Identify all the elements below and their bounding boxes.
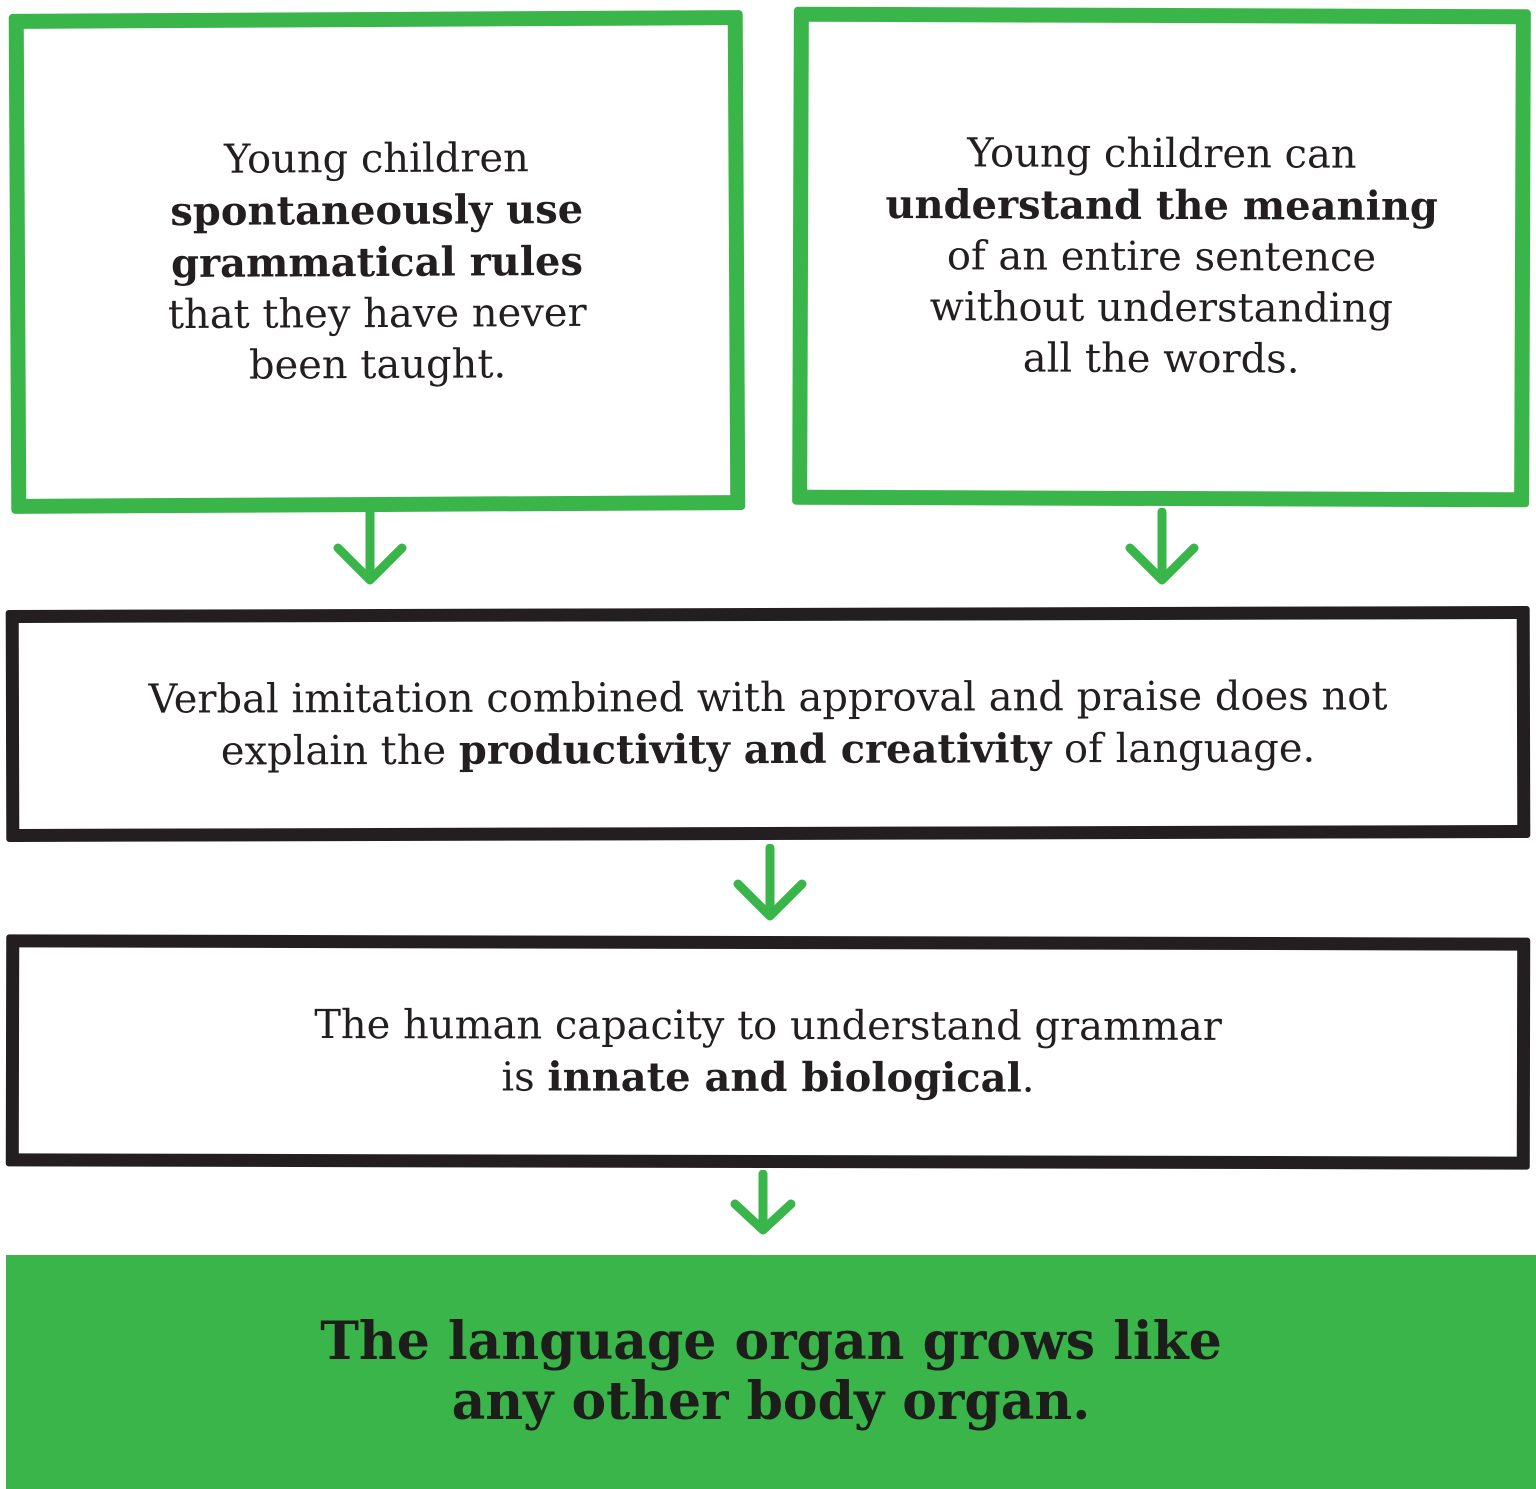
emphasis-text: spontaneously use: [170, 185, 584, 235]
inference-box-innate: The human capacity to understand grammar…: [5, 934, 1531, 1170]
emphasis-text: understand the meaning: [885, 181, 1439, 230]
text-line: The language organ grows like: [320, 1311, 1222, 1372]
emphasis-text: productivity and creativity: [458, 724, 1052, 774]
inference-text-innate: The human capacity to understand grammar…: [218, 999, 1318, 1104]
text-line: Verbal imitation combined with approval …: [148, 672, 1388, 723]
premise-box-grammar-rules: Young children spontaneously use grammat…: [8, 10, 746, 514]
text-line: of language.: [1063, 725, 1316, 772]
inference-text-imitation: Verbal imitation combined with approval …: [118, 671, 1418, 777]
text-line: .: [1021, 1055, 1035, 1102]
premise-text-grammar-rules: Young children spontaneously use grammat…: [96, 132, 657, 392]
inference-box-imitation: Verbal imitation combined with approval …: [5, 606, 1531, 842]
emphasis-text: innate and biological: [547, 1053, 1022, 1102]
text-line: without understanding: [929, 284, 1394, 332]
text-line: any other body organ.: [451, 1371, 1091, 1432]
text-line: explain the: [220, 727, 447, 774]
conclusion-box: The language organ grows like any other …: [6, 1255, 1536, 1489]
text-line: of an entire sentence: [946, 233, 1377, 281]
text-line: Young children can: [967, 130, 1357, 178]
emphasis-text: grammatical rules: [170, 237, 584, 287]
text-line: is: [501, 1053, 535, 1101]
conclusion-text: The language organ grows like any other …: [271, 1312, 1271, 1432]
text-line: been taught.: [248, 340, 507, 389]
text-line: all the words.: [1022, 335, 1300, 383]
text-line: The human capacity to understand grammar: [314, 1001, 1222, 1050]
text-line: Young children: [223, 134, 529, 183]
down-arrow-icon: [730, 1170, 796, 1235]
premise-text-sentence-meaning: Young children can understand the meanin…: [851, 128, 1472, 386]
premise-box-sentence-meaning: Young children can understand the meanin…: [792, 6, 1531, 508]
down-arrow-icon: [733, 844, 807, 921]
text-line: that they have never: [167, 289, 587, 338]
down-arrow-icon: [333, 508, 407, 585]
down-arrow-icon: [1125, 508, 1199, 585]
